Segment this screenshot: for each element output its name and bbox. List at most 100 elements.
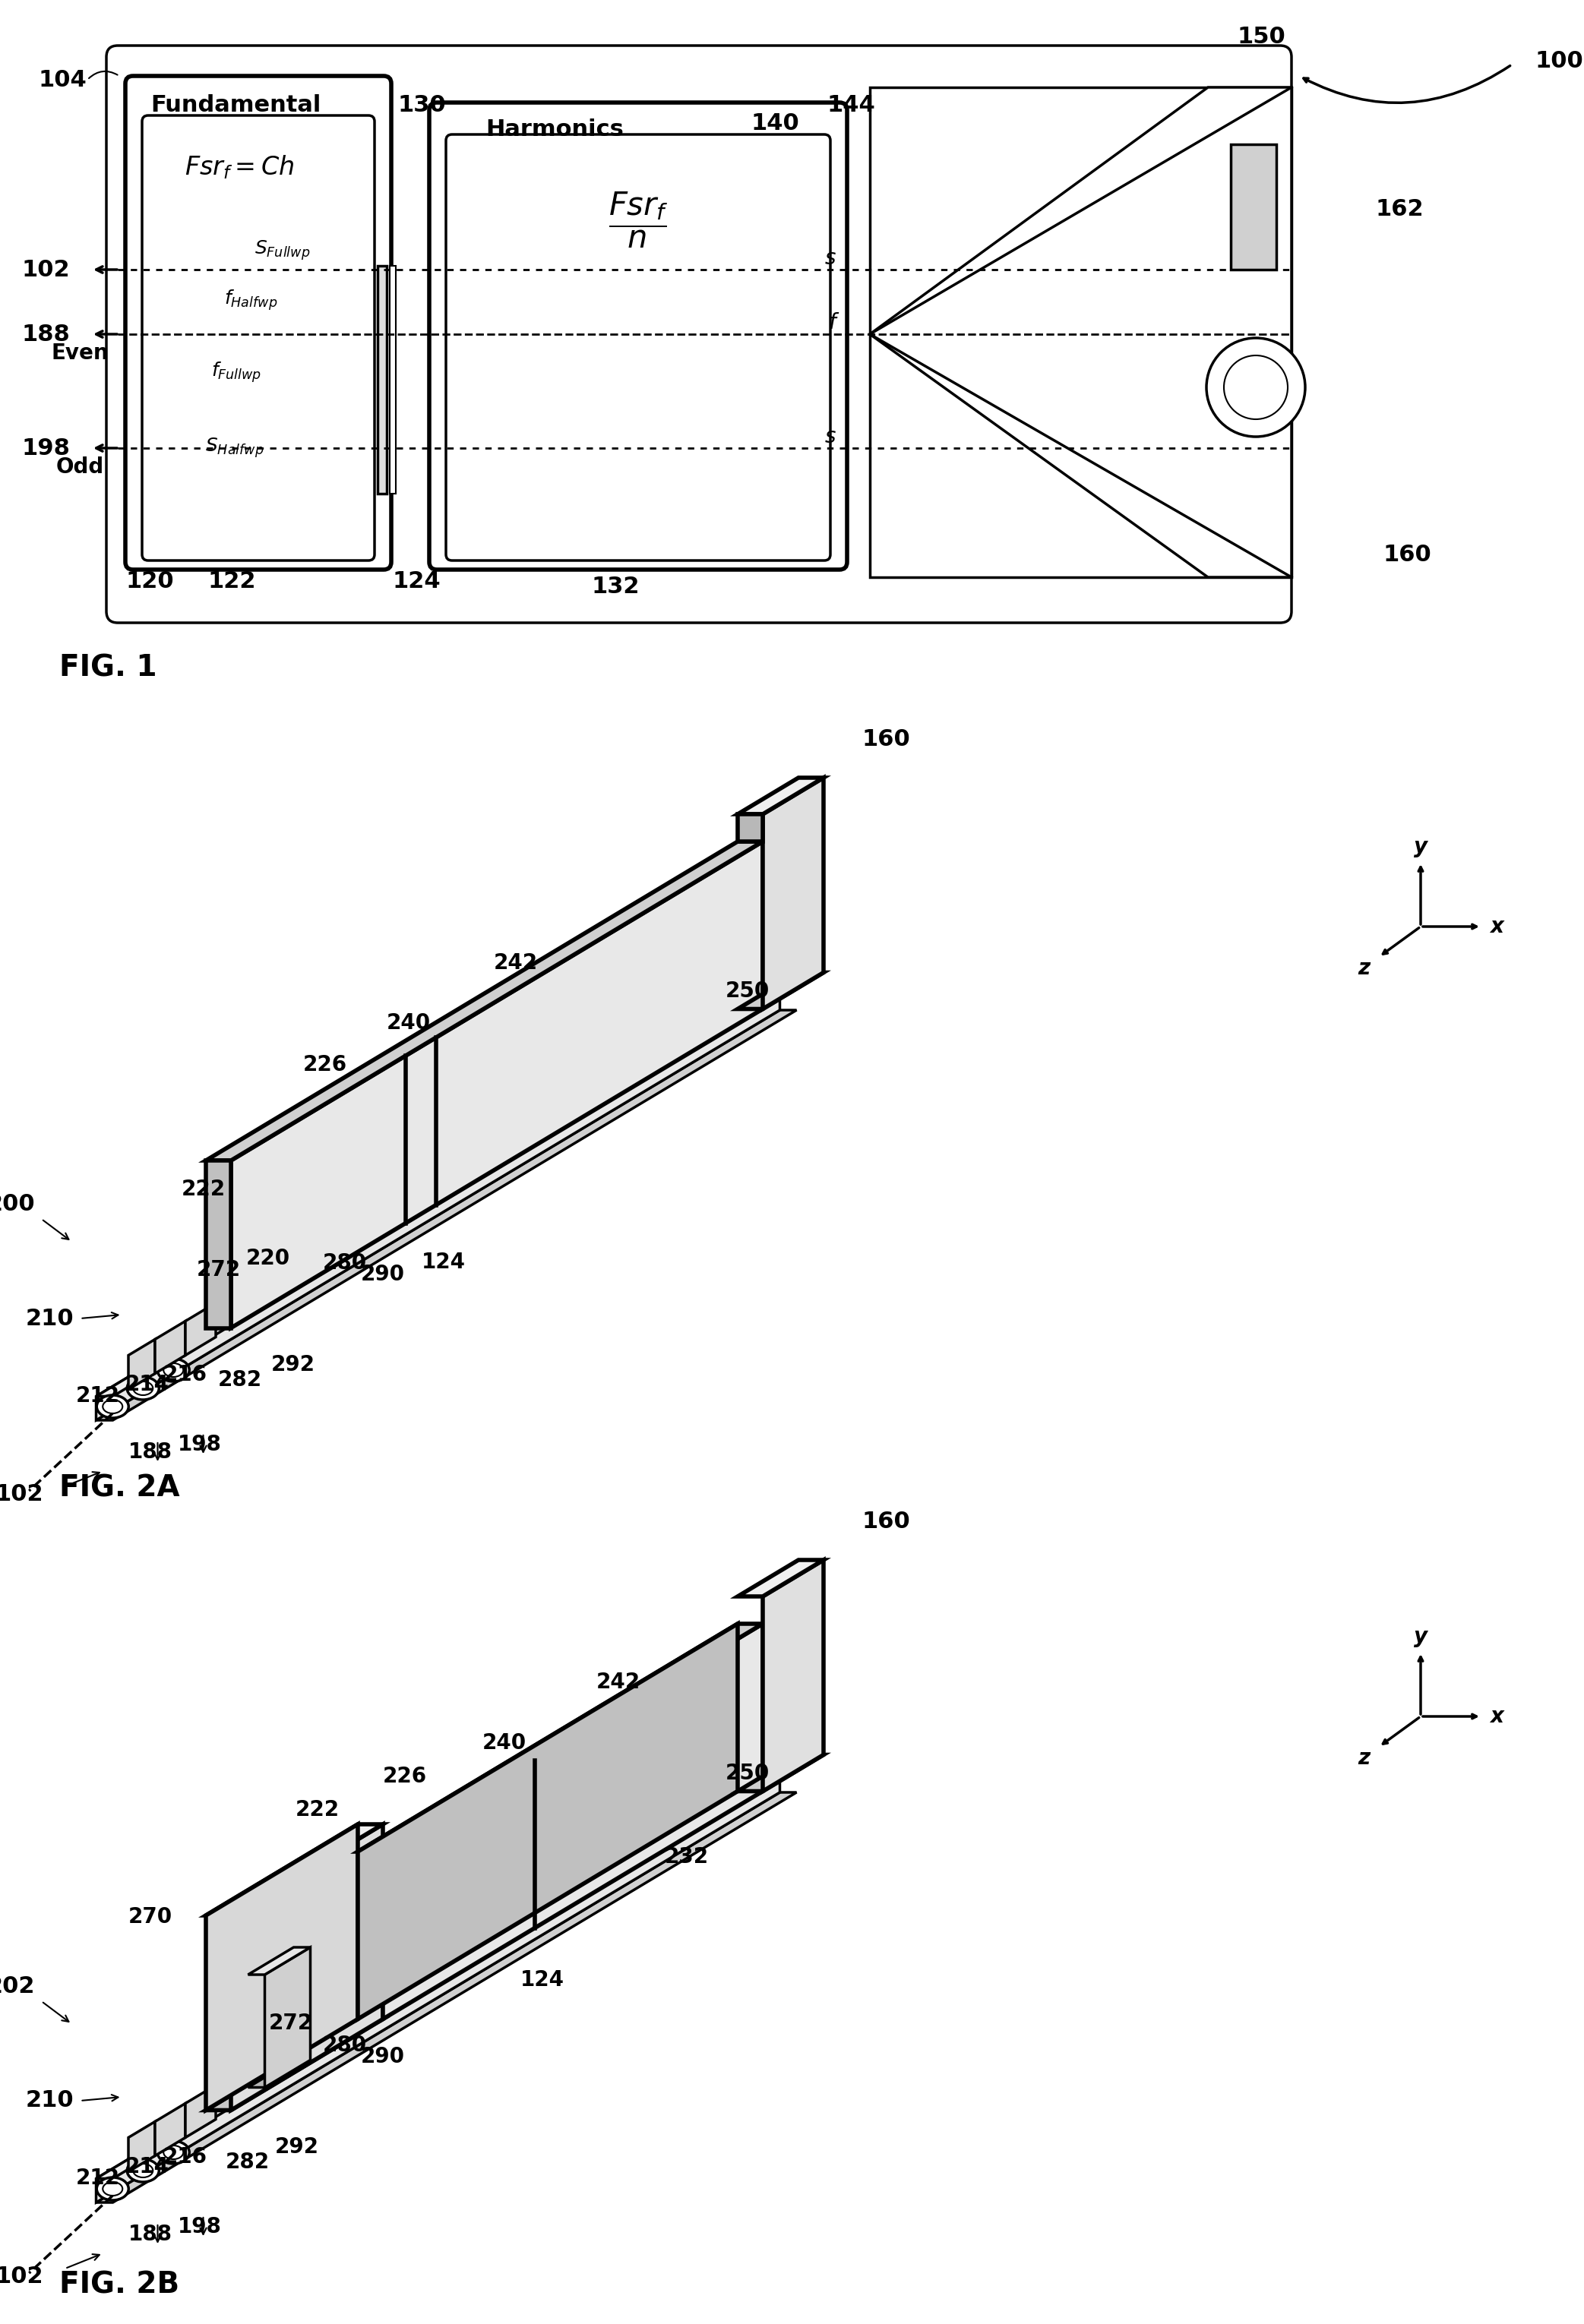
Bar <box>1231 144 1277 270</box>
Text: 226: 226 <box>303 1055 347 1076</box>
FancyBboxPatch shape <box>447 135 830 560</box>
Text: 250: 250 <box>725 1762 770 1785</box>
Text: 150: 150 <box>1237 26 1285 46</box>
Text: 160: 160 <box>1383 544 1430 565</box>
Text: Even: Even <box>51 342 108 365</box>
Polygon shape <box>206 1267 246 1276</box>
Polygon shape <box>206 1824 358 2110</box>
Polygon shape <box>266 2059 315 2073</box>
Text: 188: 188 <box>22 323 70 346</box>
Polygon shape <box>265 1948 310 2087</box>
FancyBboxPatch shape <box>143 116 374 560</box>
Text: $\dfrac{Fsr_f}{n}$: $\dfrac{Fsr_f}{n}$ <box>608 191 668 251</box>
Text: 102: 102 <box>0 2266 43 2287</box>
Text: $f_{Halfwp}$: $f_{Halfwp}$ <box>223 288 277 311</box>
Polygon shape <box>738 1755 824 1792</box>
Text: $S_{Halfwp}$: $S_{Halfwp}$ <box>204 437 265 460</box>
Text: 290: 290 <box>361 1264 406 1285</box>
Text: 290: 290 <box>361 2045 406 2068</box>
Polygon shape <box>185 1304 215 1355</box>
Polygon shape <box>206 841 763 1160</box>
Text: 140: 140 <box>751 112 798 135</box>
Polygon shape <box>322 1236 345 1274</box>
Polygon shape <box>155 1320 185 1373</box>
Text: 240: 240 <box>386 1013 431 1034</box>
Text: s: s <box>825 425 836 446</box>
Polygon shape <box>97 985 797 1397</box>
Polygon shape <box>738 1559 824 1597</box>
Text: 160: 160 <box>862 1511 909 1532</box>
Text: 198: 198 <box>21 437 70 460</box>
Bar <box>390 265 396 493</box>
Text: $f_{Fullwp}$: $f_{Fullwp}$ <box>211 360 261 383</box>
Text: 216: 216 <box>163 2147 208 2168</box>
Text: FIG. 1: FIG. 1 <box>59 653 157 681</box>
Text: Harmonics: Harmonics <box>486 119 624 139</box>
Text: 240: 240 <box>482 1731 526 1755</box>
Polygon shape <box>870 88 1291 576</box>
Polygon shape <box>228 1306 269 1315</box>
Text: 188: 188 <box>128 1441 173 1462</box>
Text: 210: 210 <box>25 1308 74 1329</box>
Text: 160: 160 <box>862 727 909 751</box>
Text: 130: 130 <box>398 93 445 116</box>
Polygon shape <box>266 1278 315 1292</box>
Polygon shape <box>763 779 824 1009</box>
Polygon shape <box>206 2020 383 2110</box>
Polygon shape <box>266 2036 315 2050</box>
Text: 102: 102 <box>22 258 70 281</box>
Polygon shape <box>291 2036 315 2073</box>
Polygon shape <box>97 1011 797 1420</box>
Text: 242: 242 <box>493 953 537 974</box>
Polygon shape <box>231 1267 246 1327</box>
FancyBboxPatch shape <box>429 102 847 569</box>
Polygon shape <box>97 1769 797 2178</box>
Polygon shape <box>97 1792 797 2203</box>
Text: Odd: Odd <box>55 456 105 479</box>
Polygon shape <box>266 1255 315 1267</box>
Ellipse shape <box>133 2164 154 2178</box>
Text: 188: 188 <box>128 2224 173 2245</box>
Polygon shape <box>97 985 779 1420</box>
Text: 232: 232 <box>665 1845 710 1868</box>
Text: 124: 124 <box>421 1253 466 1274</box>
Text: 120: 120 <box>125 569 174 593</box>
Text: FIG. 2B: FIG. 2B <box>59 2271 179 2301</box>
Text: f: f <box>828 311 836 332</box>
Ellipse shape <box>103 2182 122 2196</box>
Polygon shape <box>298 2043 345 2054</box>
Polygon shape <box>97 1769 779 2203</box>
Ellipse shape <box>163 1364 184 1376</box>
Polygon shape <box>206 1824 383 1915</box>
Text: 212: 212 <box>76 1385 120 1406</box>
Polygon shape <box>206 1160 231 1327</box>
Ellipse shape <box>97 2178 128 2201</box>
Polygon shape <box>298 1236 345 1250</box>
Text: 122: 122 <box>208 569 257 593</box>
Text: 202: 202 <box>0 1975 35 1996</box>
Circle shape <box>1207 337 1305 437</box>
Text: 210: 210 <box>25 2089 74 2113</box>
FancyBboxPatch shape <box>125 77 391 569</box>
Text: 272: 272 <box>196 1260 241 1281</box>
Text: 242: 242 <box>596 1671 640 1692</box>
Text: Fundamental: Fundamental <box>150 93 320 116</box>
Circle shape <box>1224 356 1288 418</box>
Text: 226: 226 <box>383 1766 428 1787</box>
Text: 222: 222 <box>295 1799 339 1820</box>
Polygon shape <box>249 2059 310 2087</box>
Polygon shape <box>253 1255 269 1315</box>
Text: 102: 102 <box>0 1483 43 1506</box>
Polygon shape <box>231 1824 383 2110</box>
Polygon shape <box>383 1624 763 2020</box>
Polygon shape <box>322 2017 345 2054</box>
Ellipse shape <box>157 1360 190 1380</box>
Polygon shape <box>358 1624 738 2020</box>
Polygon shape <box>249 1948 310 1975</box>
Polygon shape <box>298 1260 345 1274</box>
Text: 280: 280 <box>323 1253 367 1274</box>
Text: $S_{Fullwp}$: $S_{Fullwp}$ <box>255 239 310 263</box>
Polygon shape <box>128 2122 155 2171</box>
Polygon shape <box>206 1318 246 1327</box>
Polygon shape <box>228 1255 269 1262</box>
